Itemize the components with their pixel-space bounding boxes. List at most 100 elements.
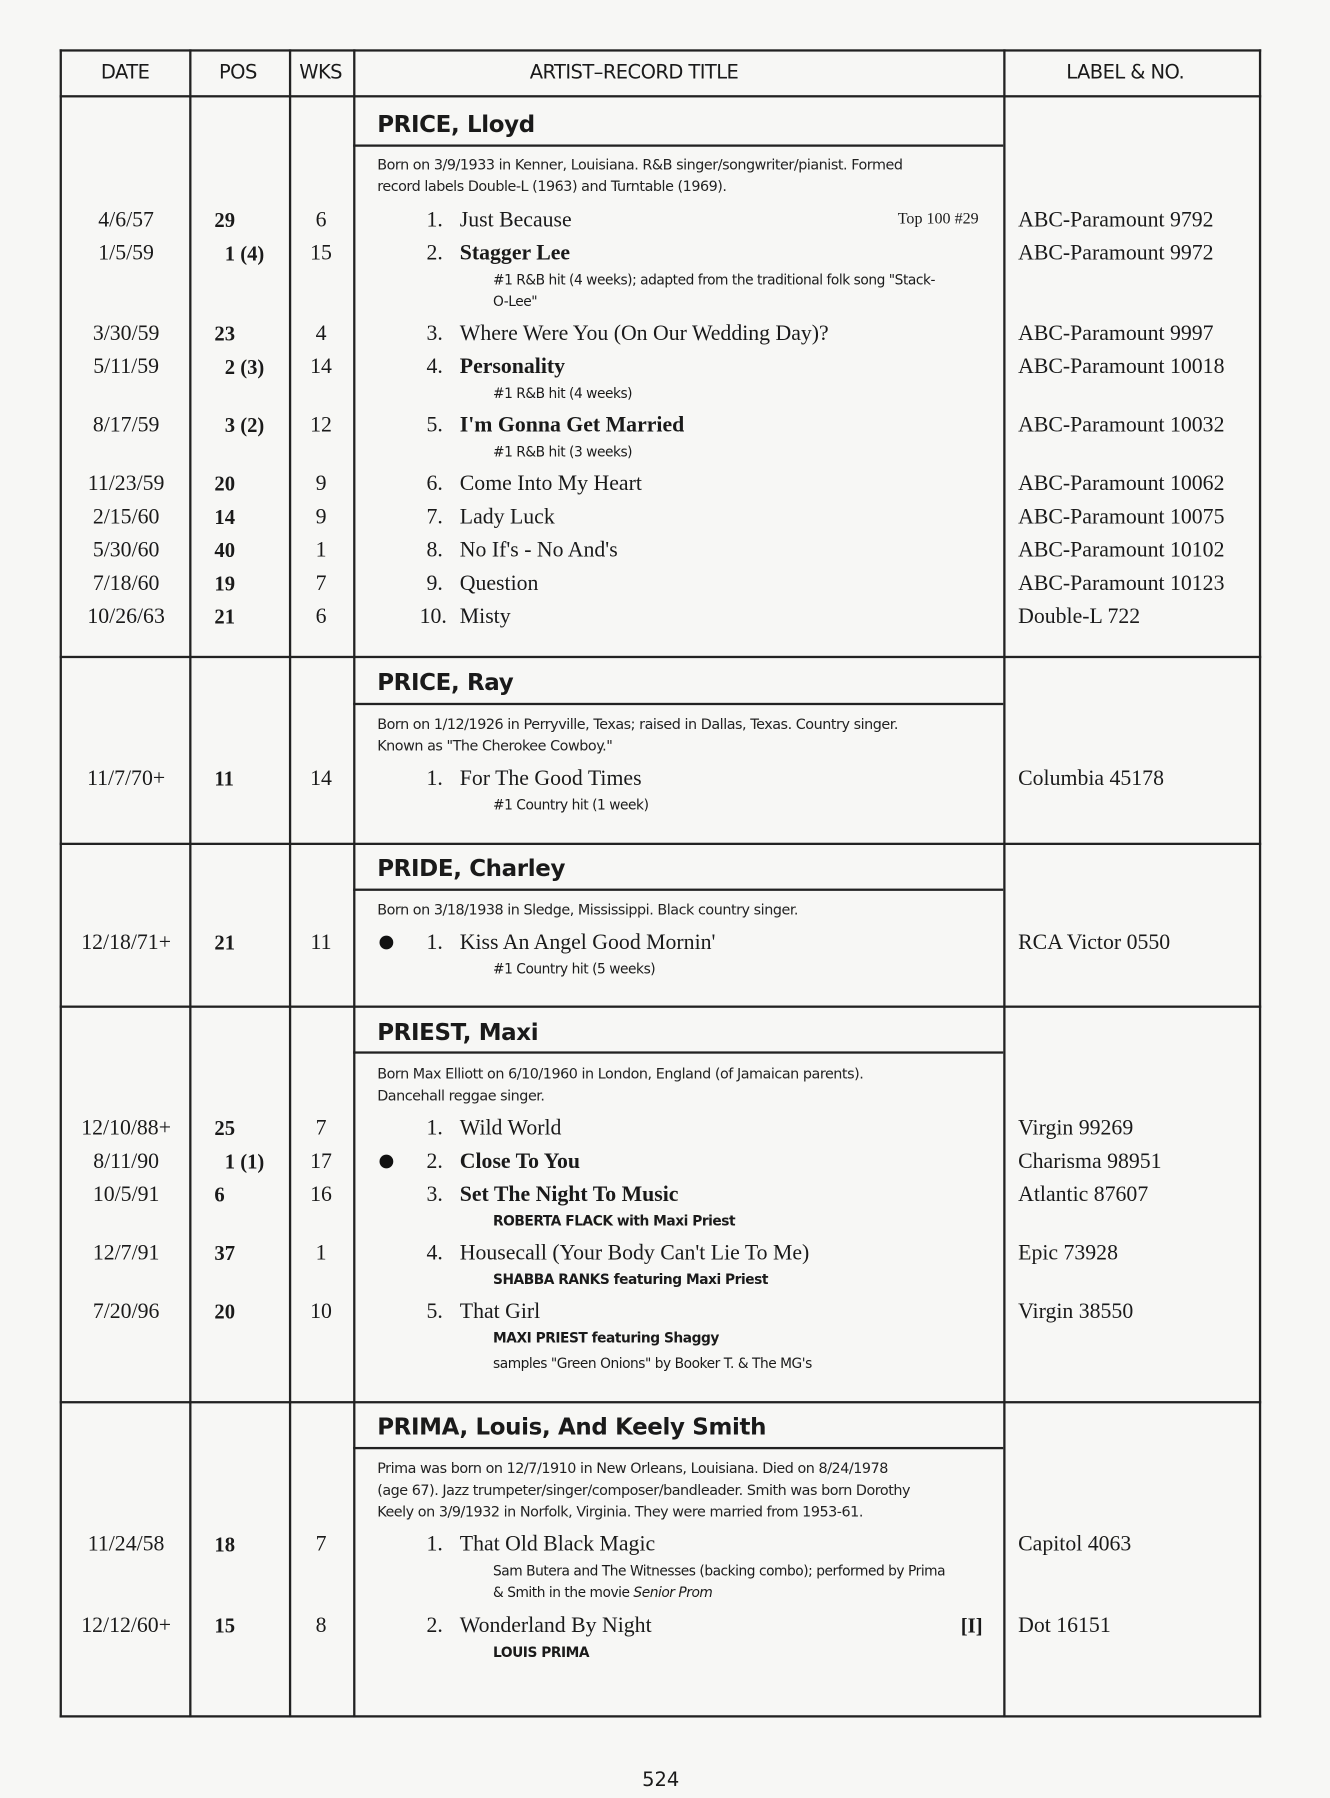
entry-title: Stagger Lee xyxy=(459,241,571,266)
header-bottom-border xyxy=(59,95,1262,98)
entry-number: 1. xyxy=(426,766,443,791)
column-divider xyxy=(1258,49,1262,1718)
entry-pos: 29 xyxy=(214,208,236,232)
entry-number: 8. xyxy=(426,538,443,563)
entry-date: 11/7/70+ xyxy=(87,766,166,791)
entry-pos: 21 xyxy=(214,605,236,629)
entry-date: 8/11/90 xyxy=(93,1149,159,1174)
entry-date: 12/12/60+ xyxy=(81,1613,171,1638)
entry-date: 2/15/60 xyxy=(92,505,160,530)
header-wks: WKS xyxy=(299,61,342,85)
entry-number: 1. xyxy=(426,1116,443,1141)
artist-name: PRIEST, Maxi xyxy=(377,1018,539,1046)
entry-note: #1 R&B hit (3 weeks) xyxy=(493,443,633,460)
entry-title: Housecall (Your Body Can't Lie To Me) xyxy=(459,1241,810,1266)
entry-number: 6. xyxy=(426,471,443,496)
entry-label: ABC-Paramount 10123 xyxy=(1018,571,1225,596)
entry-number: 2. xyxy=(426,1613,443,1638)
entry-note: O-Lee" xyxy=(493,293,538,310)
page-number: 524 xyxy=(642,1768,680,1792)
entry-note: Sam Butera and The Witnesses (backing co… xyxy=(493,1562,946,1579)
entry-number: 1. xyxy=(426,208,443,233)
entry-number: 1. xyxy=(426,930,443,955)
entry-label: Capitol 4063 xyxy=(1018,1532,1132,1557)
table-bottom-border xyxy=(59,1715,1262,1718)
entry-pos: 37 xyxy=(214,1241,236,1265)
entry-label: ABC-Paramount 10102 xyxy=(1018,538,1225,563)
entry-label: Columbia 45178 xyxy=(1018,766,1164,791)
entry-wks: 1 xyxy=(315,538,327,563)
entry-number: 1. xyxy=(426,1532,443,1557)
entry-wks: 7 xyxy=(315,1116,327,1141)
entry-wks: 15 xyxy=(310,241,332,266)
artist-bio: Known as "The Cherokee Cowboy." xyxy=(377,736,613,755)
entry-number: 9. xyxy=(426,571,443,596)
entry-number: 4. xyxy=(426,354,443,379)
artist-name-underline xyxy=(353,1446,1004,1450)
entry-wks: 12 xyxy=(310,413,332,438)
artist-bio: (age 67). Jazz trumpeter/singer/composer… xyxy=(377,1481,911,1499)
artist-name-underline xyxy=(353,1051,1004,1054)
entry-date: 5/30/60 xyxy=(92,538,160,563)
entry-pos: 2 (3) xyxy=(224,355,265,379)
artist-bio: record labels Double-L (1963) and Turnta… xyxy=(377,177,727,195)
entry-chart-note: Top 100 #29 xyxy=(897,210,979,229)
entry-pos: 6 xyxy=(214,1183,225,1207)
entry-title: That Old Black Magic xyxy=(459,1532,656,1557)
column-divider xyxy=(59,49,62,1718)
section-divider xyxy=(59,655,1262,659)
header-title: ARTIST–RECORD TITLE xyxy=(529,61,739,85)
entry-title: Where Were You (On Our Wedding Day)? xyxy=(459,321,829,346)
entry-date: 12/7/91 xyxy=(92,1241,160,1266)
artist-bio: Born on 3/18/1938 in Sledge, Mississippi… xyxy=(377,900,799,919)
entry-pos: 1 (4) xyxy=(224,241,265,265)
entry-note: #1 Country hit (5 weeks) xyxy=(493,960,656,977)
entry-pos: 25 xyxy=(214,1116,236,1140)
artist-bio: Prima was born on 12/7/1910 in New Orlea… xyxy=(377,1459,888,1477)
entry-note: SHABBA RANKS featuring Maxi Priest xyxy=(493,1271,768,1288)
entry-number: 7. xyxy=(426,505,443,530)
entry-label: ABC-Paramount 10075 xyxy=(1018,505,1225,530)
entry-label: ABC-Paramount 10018 xyxy=(1018,354,1225,379)
column-divider xyxy=(353,49,356,1718)
column-divider xyxy=(189,49,192,1718)
entry-pos: 15 xyxy=(214,1614,236,1638)
entry-date: 7/18/60 xyxy=(92,571,160,596)
entry-label: Dot 16151 xyxy=(1018,1613,1111,1638)
entry-title: Close To You xyxy=(459,1149,581,1174)
entry-title: Misty xyxy=(459,604,511,629)
entry-wks: 14 xyxy=(310,766,332,791)
header-label: LABEL & NO. xyxy=(1066,61,1185,85)
artist-name-underline xyxy=(353,888,1004,891)
entry-number: 5. xyxy=(426,1299,443,1324)
entry-date: 12/10/88+ xyxy=(81,1116,171,1141)
gold-record-bullet-icon xyxy=(379,935,394,950)
entry-title: Just Because xyxy=(459,208,572,233)
header-date: DATE xyxy=(100,61,150,85)
artist-bio: Born on 3/9/1933 in Kenner, Louisiana. R… xyxy=(377,155,903,173)
entry-date: 12/18/71+ xyxy=(81,930,171,955)
entry-note: #1 R&B hit (4 weeks); adapted from the t… xyxy=(493,271,935,288)
gold-record-bullet-icon xyxy=(379,1154,394,1169)
entry-label: ABC-Paramount 10062 xyxy=(1018,471,1225,496)
entry-number: 4. xyxy=(426,1241,443,1266)
artist-bio: Born Max Elliott on 6/10/1960 in London,… xyxy=(377,1064,864,1083)
entry-label: ABC-Paramount 9997 xyxy=(1018,321,1214,346)
entry-note: LOUIS PRIMA xyxy=(493,1644,590,1661)
entry-date: 8/17/59 xyxy=(92,413,160,438)
entry-label: Epic 73928 xyxy=(1018,1241,1118,1266)
entry-date: 10/26/63 xyxy=(87,604,165,629)
table-top-border xyxy=(59,49,1262,52)
entry-label: Atlantic 87607 xyxy=(1018,1182,1149,1207)
entry-label: Double-L 722 xyxy=(1018,604,1141,629)
artist-name: PRIDE, Charley xyxy=(377,854,566,882)
entry-wks: 6 xyxy=(315,208,327,233)
entry-date: 3/30/59 xyxy=(92,321,160,346)
entry-wks: 17 xyxy=(310,1149,332,1174)
entry-date: 7/20/96 xyxy=(92,1299,160,1324)
entry-number: 3. xyxy=(426,1182,443,1207)
entry-pos: 20 xyxy=(214,1300,236,1324)
entry-note: samples "Green Onions" by Booker T. & Th… xyxy=(493,1355,812,1372)
entry-title: For The Good Times xyxy=(459,766,642,791)
entry-number: 2. xyxy=(426,1149,443,1174)
